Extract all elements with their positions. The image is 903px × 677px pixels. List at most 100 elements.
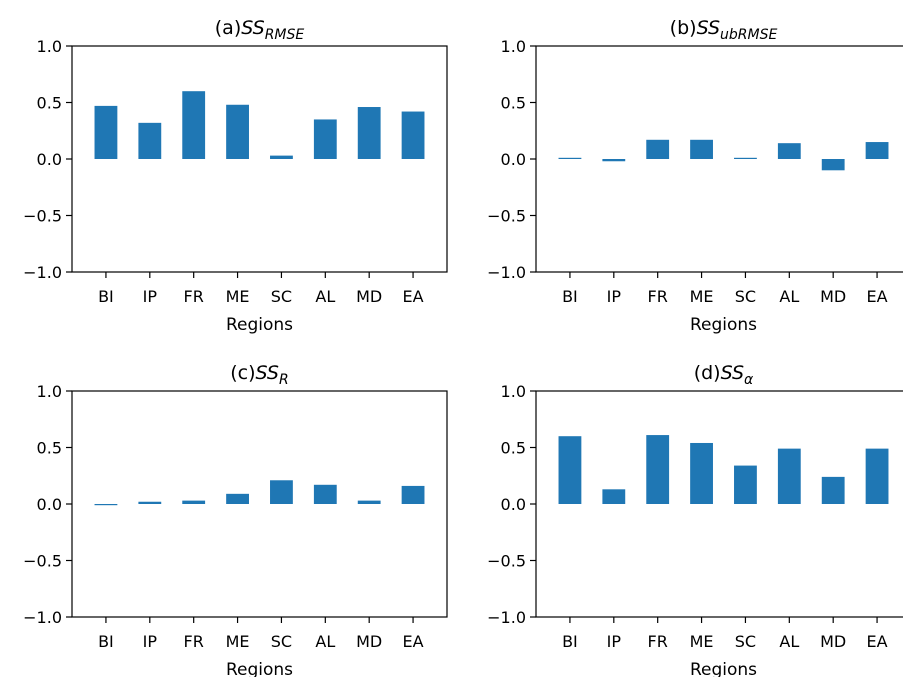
axes-frame [71,45,448,273]
x-tick-label: ME [690,632,714,651]
x-tick-label: SC [735,632,756,651]
x-tick-label: EA [867,632,888,651]
x-tick-label: SC [271,632,292,651]
x-tick-label: BI [562,287,578,306]
x-tick-label: EA [403,632,424,651]
chart-title: (a)SSRMSE [215,17,305,43]
bar-me [690,139,713,159]
y-tick-label: −0.5 [23,552,62,571]
bar-ip [602,489,626,504]
x-tick-label: FR [648,632,668,651]
y-tick-label: 1.0 [37,37,62,56]
x-tick-label: ME [226,632,250,651]
chart-panel-4: 1.0 0.5 0.0 −0.5 −1.0 BI IP FR ME SC AL MD EA Regions… [487,362,903,677]
y-tick-label: 0.5 [501,94,526,113]
bar-fr [646,435,670,504]
title-subscript: R [279,372,289,388]
title-prefix: (b) [670,17,697,39]
x-tick-label: FR [184,632,204,651]
x-tick-label: IP [143,632,158,651]
bar-me [226,493,249,504]
bar-md [357,500,381,504]
y-tick-label: 1.0 [501,382,526,401]
bar-me [226,104,249,159]
bar-sc [734,465,757,504]
x-tick-label: AL [779,632,799,651]
bar-bi [558,436,582,504]
x-tick-label: IP [607,632,622,651]
x-tick-label: MD [356,287,382,306]
y-tick-label: −0.5 [23,207,62,226]
y-tick-label: 0.5 [501,439,526,458]
y-tick-label: −1.0 [23,608,62,627]
y-tick-label: −1.0 [487,608,526,627]
bar-ip [602,159,626,162]
bar-bi [558,157,582,159]
y-tick-label: 0.0 [501,150,526,169]
x-tick-label: BI [562,632,578,651]
bar-ip [138,122,162,159]
y-tick-label: 0.0 [37,495,62,514]
bar-al [313,119,337,159]
bar-fr [646,139,670,159]
x-tick-label: BI [98,287,114,306]
chart-title: (d)SSα [694,362,754,388]
title-subscript: ubRMSE [720,27,777,43]
x-tick-label: MD [356,632,382,651]
y-tick-label: 0.0 [501,495,526,514]
title-subscript: α [744,372,754,388]
x-axis-label: Regions [226,660,293,677]
y-tick-label: 0.5 [37,94,62,113]
x-tick-label: EA [867,287,888,306]
chart-panel-2: 1.0 0.5 0.0 −0.5 −1.0 BI IP FR ME SC AL MD EA Regions… [487,17,903,335]
x-tick-label: ME [226,287,250,306]
title-subscript: RMSE [265,27,305,43]
axes-frame [71,390,448,618]
x-axis-label: Regions [690,660,757,677]
chart-panel-3: 1.0 0.5 0.0 −0.5 −1.0 BI IP FR ME SC AL MD EA Regions… [23,362,448,677]
bar-bi [94,504,118,506]
x-tick-label: BI [98,632,114,651]
title-main: SS [721,362,744,384]
chart-title: (b)SSubRMSE [670,17,778,43]
x-tick-label: IP [143,287,158,306]
x-tick-label: AL [315,632,335,651]
y-tick-label: 0.0 [37,150,62,169]
bar-md [821,476,845,504]
title-main: SS [241,17,264,39]
bar-fr [182,500,206,504]
bar-ip [138,501,162,504]
y-tick-label: 0.5 [37,439,62,458]
y-tick-label: −0.5 [487,207,526,226]
bar-ea [865,448,889,504]
x-tick-label: ME [690,287,714,306]
bar-bi [94,105,118,159]
title-main: SS [697,17,720,39]
y-tick-label: 1.0 [37,382,62,401]
bar-ea [865,142,889,159]
x-tick-label: SC [735,287,756,306]
bar-md [357,107,381,159]
chart-panel-1: 1.0 0.5 0.0 −0.5 −1.0 BI IP FR ME SC AL MD EA Regions… [23,17,448,335]
bar-fr [182,91,206,159]
x-tick-label: MD [820,632,846,651]
bar-al [777,448,801,504]
chart-title: (c)SSR [230,362,288,388]
x-tick-label: AL [315,287,335,306]
bar-ea [401,485,425,504]
x-tick-label: FR [184,287,204,306]
x-tick-label: MD [820,287,846,306]
x-axis-label: Regions [226,315,293,335]
y-tick-label: −1.0 [487,263,526,282]
bar-me [690,442,713,504]
bar-sc [734,157,757,159]
bar-ea [401,111,425,159]
x-tick-label: EA [403,287,424,306]
title-prefix: (d) [694,362,721,384]
y-tick-label: −0.5 [487,552,526,571]
title-prefix: (c) [230,362,255,384]
x-tick-label: FR [648,287,668,306]
bar-al [313,484,337,504]
y-tick-label: 1.0 [501,37,526,56]
